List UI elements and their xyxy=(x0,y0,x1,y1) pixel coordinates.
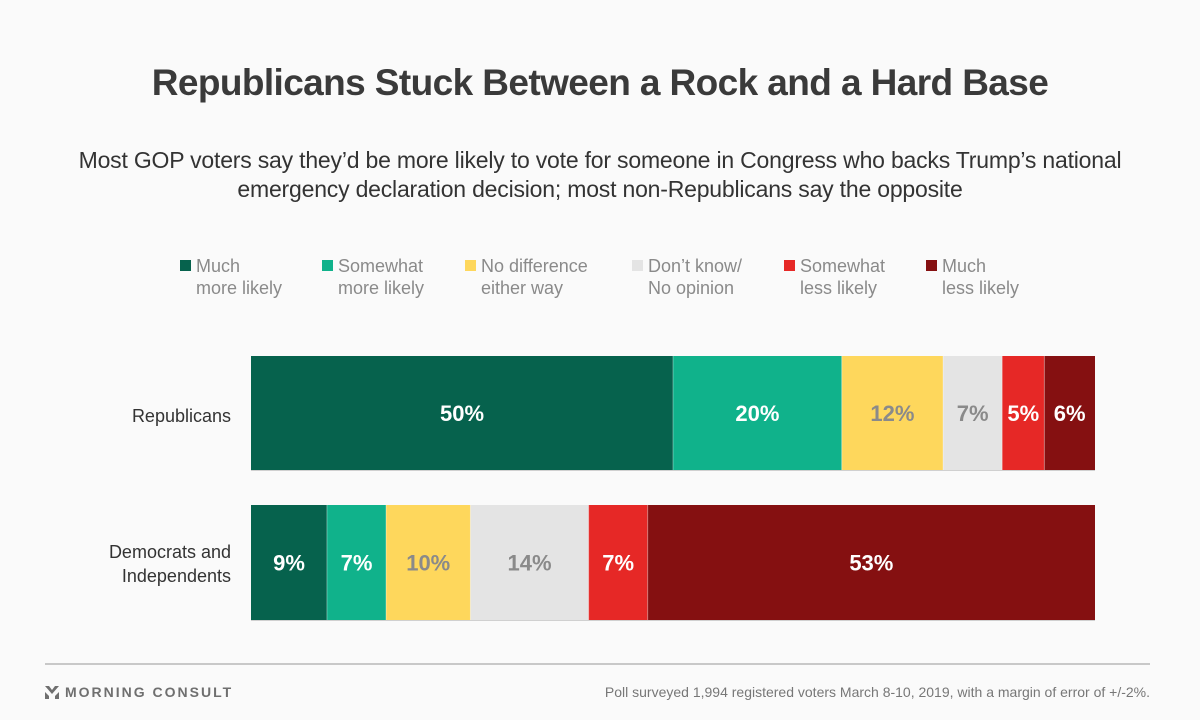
legend-label: Somewhat less likely xyxy=(800,256,886,298)
bar-segment xyxy=(1044,356,1095,470)
brand: MORNING CONSULT xyxy=(45,684,233,700)
data-label: 53% xyxy=(849,551,893,576)
bar-segment xyxy=(251,505,327,620)
legend-item-much-less-likely: Much less likely xyxy=(926,255,1019,299)
bar-segment xyxy=(251,356,673,470)
data-label: 12% xyxy=(870,401,914,426)
legend-swatch xyxy=(632,260,643,271)
legend-swatch xyxy=(784,260,795,271)
legend-label: Much more likely xyxy=(196,256,283,298)
legend-item-no-difference-either-way: No difference either way xyxy=(465,255,588,299)
bar-segment xyxy=(386,505,471,620)
bar-row-0: 50% 20% 12% 7% 5% 6% xyxy=(251,356,1095,471)
chart-subtitle: Most GOP voters say they’d be more likel… xyxy=(78,147,1122,202)
legend: Much more likely Somewhat more likely No d… xyxy=(0,255,1200,305)
legend-label: Somewhat more likely xyxy=(338,256,425,298)
bar-segment xyxy=(326,505,387,620)
legend-item-don-t-know-no-opinion: Don’t know/ No opinion xyxy=(632,255,742,299)
data-label: 10% xyxy=(406,551,450,576)
category-label-democrats-independents: Democrats and Independents xyxy=(108,542,231,586)
data-label: 7% xyxy=(341,551,373,576)
legend-swatch xyxy=(926,260,937,271)
source-note: Poll surveyed 1,994 registered voters Ma… xyxy=(604,684,1150,700)
morning-consult-logo-icon xyxy=(45,686,59,699)
legend-item-much-more-likely: Much more likely xyxy=(180,255,282,299)
bar-segment xyxy=(673,356,842,470)
legend-swatch xyxy=(180,260,191,271)
data-label: 7% xyxy=(602,551,634,576)
brand-name: MORNING CONSULT xyxy=(65,684,234,700)
legend-item-somewhat-more-likely: Somewhat more likely xyxy=(322,255,424,299)
bar-segment xyxy=(1002,356,1045,470)
legend-swatch xyxy=(322,260,333,271)
data-label: 7% xyxy=(957,401,989,426)
bar-segment xyxy=(470,505,589,620)
bar-row-1: 9% 7% 10% 14% 7% 53% xyxy=(251,505,1095,621)
bar-segment xyxy=(943,356,1003,470)
bar-segment xyxy=(841,356,944,470)
footer-divider xyxy=(45,663,1150,665)
bar-segment xyxy=(647,505,1095,620)
legend-label: No difference either way xyxy=(481,256,588,298)
legend-swatch xyxy=(465,260,476,271)
bar-segment xyxy=(588,505,648,620)
data-label: 5% xyxy=(1007,401,1039,426)
data-label: 6% xyxy=(1054,401,1086,426)
category-label-republicans: Republicans xyxy=(131,406,231,426)
data-label: 9% xyxy=(273,551,305,576)
legend-label: Much less likely xyxy=(942,256,1020,298)
data-label: 50% xyxy=(440,401,484,426)
legend-item-somewhat-less-likely: Somewhat less likely xyxy=(784,255,885,299)
legend-label: Don’t know/ No opinion xyxy=(648,256,743,298)
data-label: 14% xyxy=(507,551,551,576)
data-label: 20% xyxy=(735,401,779,426)
chart-title: Republicans Stuck Between a Rock and a H… xyxy=(151,62,1049,103)
